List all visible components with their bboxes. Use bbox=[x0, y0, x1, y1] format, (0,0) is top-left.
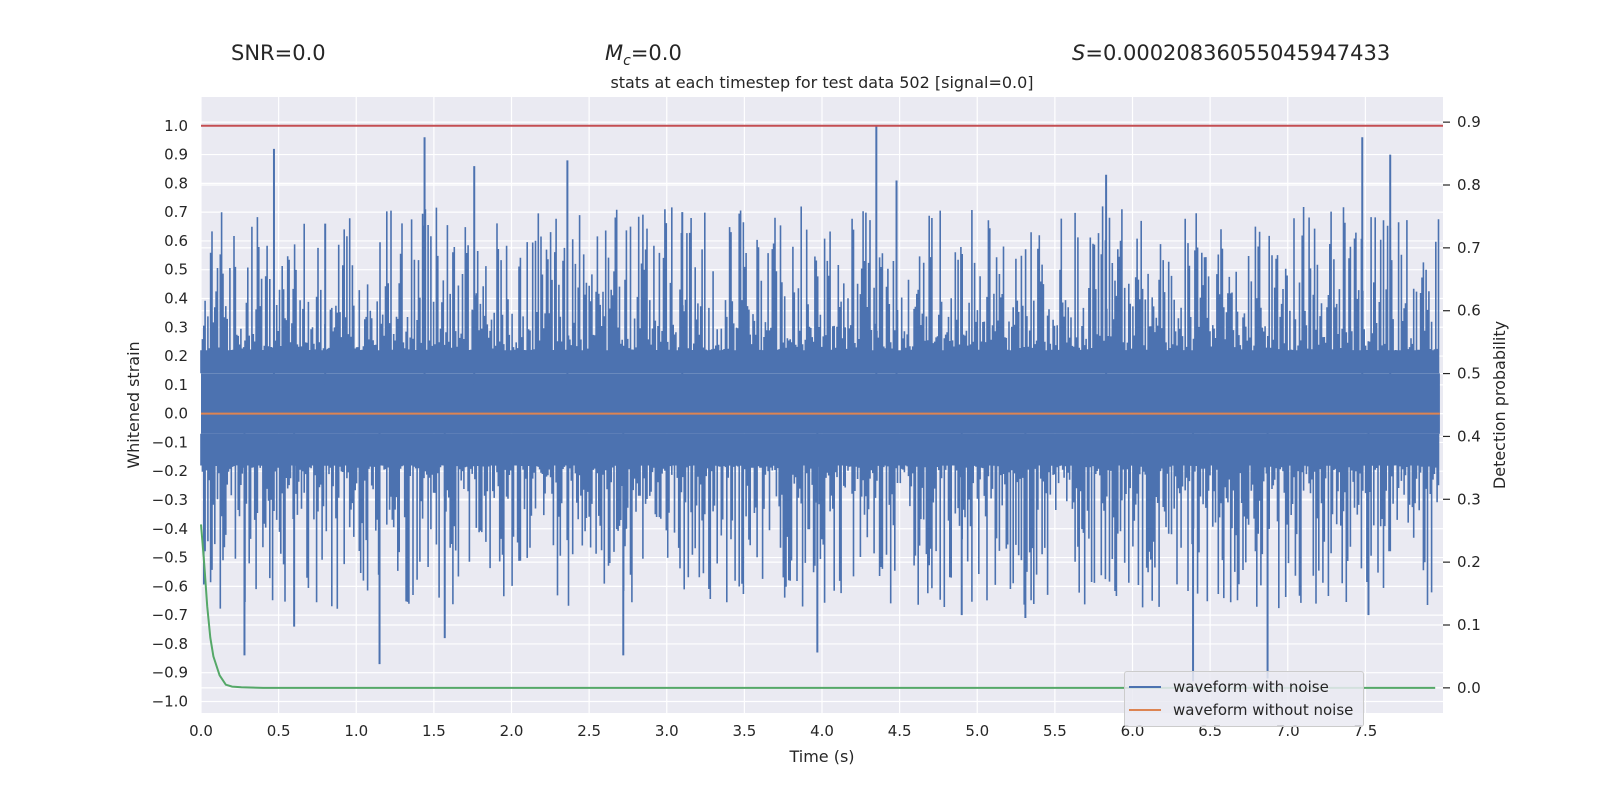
y-tick-label: 0.5 bbox=[164, 261, 188, 279]
legend-label-clean: waveform without noise bbox=[1173, 701, 1354, 719]
y-tick-label: 0.4 bbox=[164, 289, 188, 307]
y-tick-label: 0.7 bbox=[164, 203, 188, 221]
y-tick-label: −0.5 bbox=[152, 549, 188, 567]
detection-probability-line bbox=[200, 524, 1436, 689]
y-tick-label: 0.2 bbox=[164, 347, 188, 365]
y2-tick-label: 0.3 bbox=[1457, 490, 1481, 508]
y-tick-label: −0.2 bbox=[152, 462, 188, 480]
y2-tick-label: 0.7 bbox=[1457, 239, 1481, 257]
y-tick-label: −0.8 bbox=[152, 635, 188, 653]
y-tick-label: 0.0 bbox=[164, 405, 188, 423]
snr-label: SNR bbox=[231, 41, 275, 65]
x-tick-label: 1.0 bbox=[344, 722, 368, 740]
y2-tick-label: 0.2 bbox=[1457, 553, 1481, 571]
y-tick-label: −0.7 bbox=[152, 606, 188, 624]
x-tick-label: 1.5 bbox=[422, 722, 446, 740]
legend-entry-noise: waveform with noise bbox=[1129, 677, 1329, 697]
s-symbol: S bbox=[1072, 41, 1086, 65]
y-tick-label: −0.1 bbox=[152, 433, 188, 451]
x-tick-label: 0.5 bbox=[267, 722, 291, 740]
noise-upper-envelope bbox=[200, 206, 1440, 374]
legend-swatch-noise bbox=[1129, 686, 1161, 688]
y2-tick-label: 0.5 bbox=[1457, 365, 1481, 383]
chart-title: stats at each timestep for test data 502… bbox=[610, 73, 1033, 92]
y-tick-label: −1.0 bbox=[152, 692, 188, 710]
x-tick-label: 0.0 bbox=[189, 722, 213, 740]
x-tick-label: 2.5 bbox=[577, 722, 601, 740]
y-tick-label: 0.8 bbox=[164, 174, 188, 192]
y-tick-label: 0.6 bbox=[164, 232, 188, 250]
y2-tick-label: 0.1 bbox=[1457, 616, 1481, 634]
x-tick-label: 5.0 bbox=[965, 722, 989, 740]
x-tick-label: 3.5 bbox=[732, 722, 756, 740]
snr-readout: SNR=0.0 bbox=[231, 40, 326, 66]
y2-tick-label: 0.4 bbox=[1457, 427, 1481, 445]
y-tick-label: 0.1 bbox=[164, 376, 188, 394]
chirp-mass-readout: Mc=0.0 bbox=[605, 40, 682, 74]
x-tick-label: 4.5 bbox=[888, 722, 912, 740]
mc-subscript: c bbox=[623, 53, 631, 70]
overlay-series bbox=[200, 124, 1443, 689]
legend-swatch-clean bbox=[1129, 709, 1161, 711]
y-axis-label: Whitened strain bbox=[124, 341, 143, 468]
x-tick-label: 3.0 bbox=[655, 722, 679, 740]
mc-symbol: M bbox=[605, 41, 624, 65]
y-tick-label: 1.0 bbox=[164, 117, 188, 135]
y2-tick-label: 0.6 bbox=[1457, 302, 1481, 320]
noise-core-band bbox=[201, 373, 1440, 434]
s-value: =0.00020836055045947433 bbox=[1085, 41, 1391, 65]
legend-entry-clean: waveform without noise bbox=[1129, 700, 1353, 720]
y-tick-label: 0.3 bbox=[164, 318, 188, 336]
statistic-readout: S=0.00020836055045947433 bbox=[1072, 40, 1390, 66]
y2-tick-label: 0.0 bbox=[1457, 679, 1481, 697]
snr-value: =0.0 bbox=[274, 41, 326, 65]
y2-tick-label: 0.8 bbox=[1457, 176, 1481, 194]
noise-waveform-series bbox=[200, 125, 1440, 682]
x-tick-label: 5.5 bbox=[1043, 722, 1067, 740]
legend: waveform with noise waveform without noi… bbox=[1124, 671, 1364, 727]
y-tick-label: −0.4 bbox=[152, 520, 188, 538]
y-tick-label: −0.9 bbox=[152, 664, 188, 682]
y-tick-label: −0.6 bbox=[152, 577, 188, 595]
x-tick-label: 4.0 bbox=[810, 722, 834, 740]
y2-axis-label: Detection probability bbox=[1490, 321, 1509, 489]
mc-value: =0.0 bbox=[630, 41, 682, 65]
y-tick-labels: 1.0 0.9 0.8 0.7 0.6 0.5 0.4 0.3 0.2 0.1 0.0 −0.1 −0.… bbox=[152, 117, 188, 711]
x-tick-label: 2.0 bbox=[500, 722, 524, 740]
y2-tick-labels: 0.9 0.8 0.7 0.6 0.5 0.4 0.3 0.2 0.1 0.0 bbox=[1443, 113, 1481, 697]
noise-lower-envelope bbox=[200, 433, 1440, 609]
y-tick-label: −0.3 bbox=[152, 491, 188, 509]
x-axis-label: Time (s) bbox=[788, 747, 854, 766]
y2-tick-label: 0.9 bbox=[1457, 113, 1481, 131]
y-tick-label: 0.9 bbox=[164, 146, 188, 164]
legend-label-noise: waveform with noise bbox=[1173, 678, 1329, 696]
